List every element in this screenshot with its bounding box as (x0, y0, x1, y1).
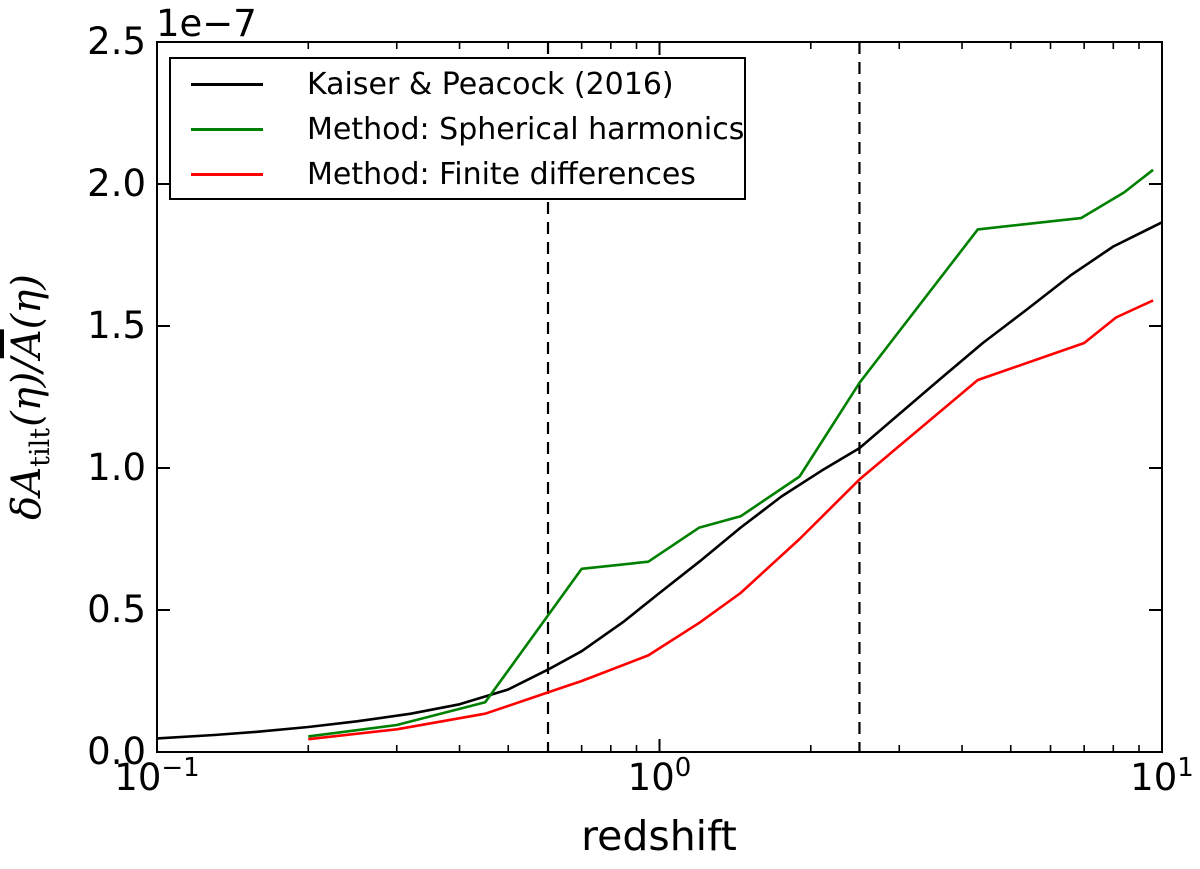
x-tick-label-1: 100 (627, 753, 692, 799)
legend-entry-spherical-harmonics: Method: Spherical harmonics (171, 107, 744, 152)
y-tick-label-0.5: 0.5 (87, 588, 146, 631)
x-tick-label-10: 101 (1130, 753, 1194, 799)
y-tick-label-1.0: 1.0 (87, 446, 146, 489)
legend-line-sample-red (191, 173, 263, 176)
y-tick-label-1.5: 1.5 (87, 304, 146, 347)
legend-label: Method: Finite differences (307, 156, 696, 192)
legend-line-sample-green (191, 128, 263, 131)
x-tick-exponent: 1 (1177, 753, 1194, 783)
x-tick-exponent: 0 (674, 753, 692, 783)
legend-entry-kaiser-peacock: Kaiser & Peacock (2016) (171, 62, 744, 107)
x-axis-label: redshift (581, 812, 737, 860)
series-line-1 (308, 168, 1154, 738)
y-tick-label-2.0: 2.0 (87, 162, 146, 205)
x-tick-base: 10 (1130, 756, 1178, 799)
x-tick-base: 10 (627, 756, 675, 799)
y-tick-label-0.0: 0.0 (87, 730, 146, 773)
series-line-0 (156, 221, 1163, 740)
legend-label: Kaiser & Peacock (2016) (307, 66, 674, 102)
x-tick-label-0.1: 10−1 (114, 753, 200, 799)
legend-label: Method: Spherical harmonics (307, 111, 745, 147)
y-tick-label-2.5: 2.5 (87, 20, 146, 63)
legend-entry-finite-differences: Method: Finite differences (171, 152, 744, 197)
series-line-2 (308, 299, 1154, 741)
y-axis-offset-label: 1e−7 (156, 2, 257, 45)
x-tick-base: 10 (114, 756, 162, 799)
legend: Kaiser & Peacock (2016) Method: Spherica… (169, 57, 746, 200)
ylabel-middle: (η)/ (4, 358, 50, 427)
x-tick-exponent: −1 (161, 753, 200, 783)
legend-line-sample-black (191, 83, 263, 86)
